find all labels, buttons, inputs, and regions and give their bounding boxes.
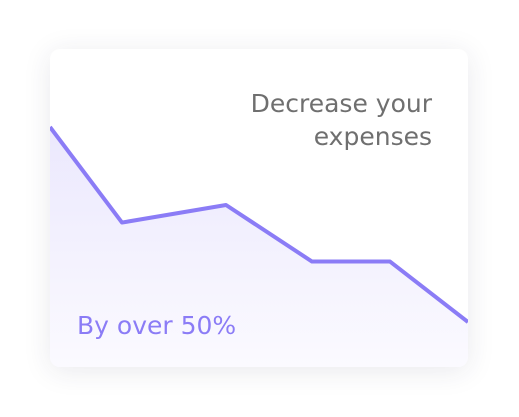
expenses-card: Decrease your expenses By over 50% xyxy=(50,49,468,367)
card-headline: Decrease your expenses xyxy=(250,89,432,151)
expenses-area-chart xyxy=(50,125,468,367)
chart-series-line xyxy=(50,125,468,324)
chart-area-fill xyxy=(50,127,468,367)
card-subline: By over 50% xyxy=(77,311,237,340)
